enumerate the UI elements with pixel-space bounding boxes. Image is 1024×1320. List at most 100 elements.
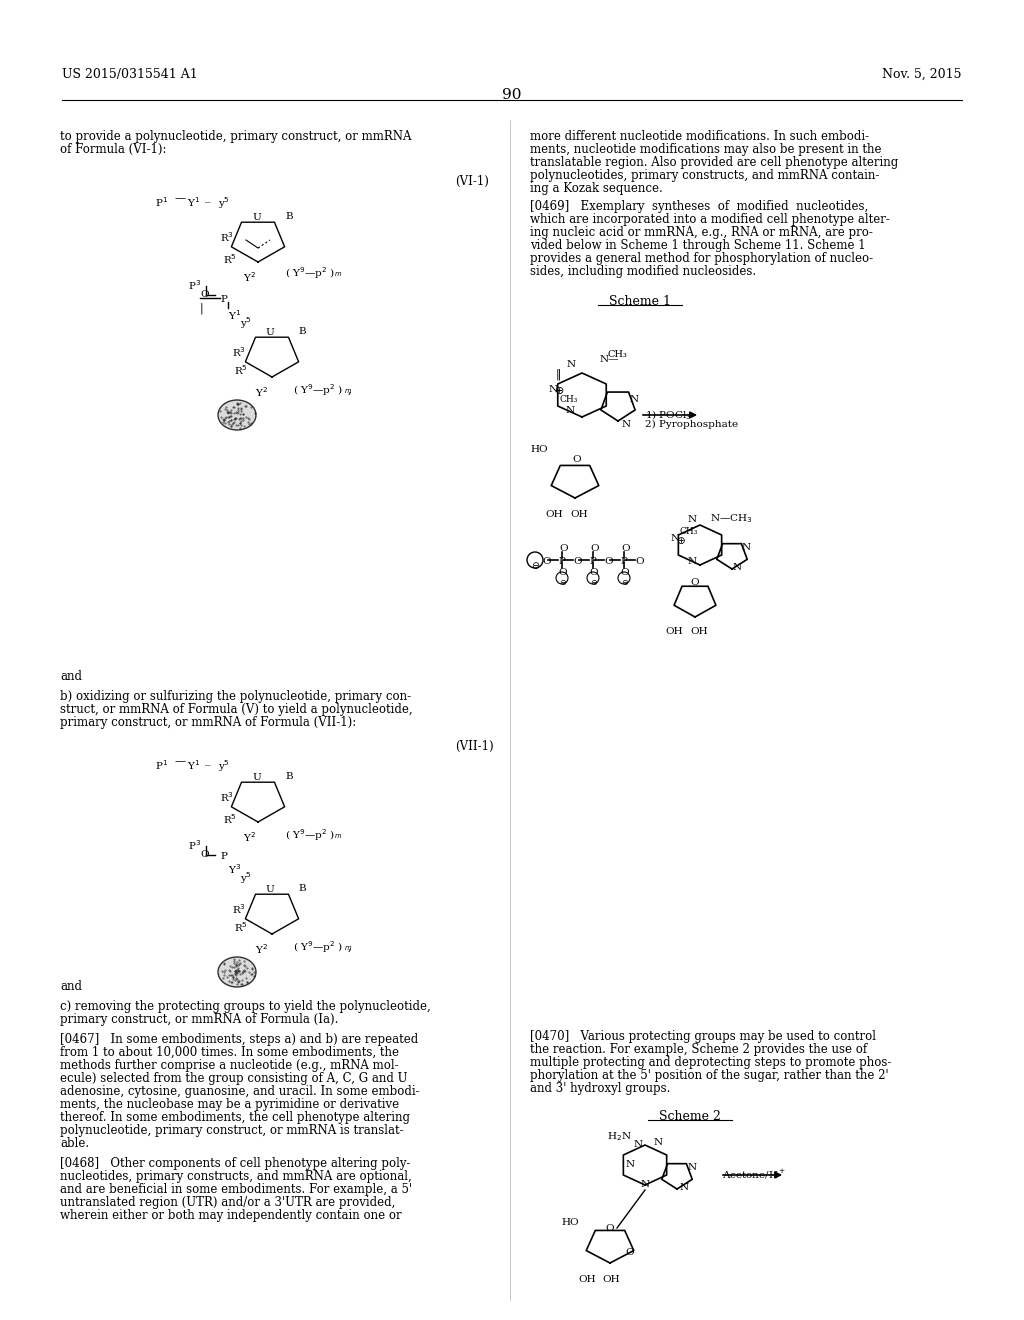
Text: y$^5$: y$^5$	[218, 758, 230, 774]
Text: OH: OH	[578, 1275, 596, 1284]
Text: nucleotides, primary constructs, and mmRNA are optional,: nucleotides, primary constructs, and mmR…	[60, 1170, 412, 1183]
Text: O: O	[620, 568, 629, 577]
Text: R$^3$: R$^3$	[220, 789, 233, 804]
Text: P$^1$: P$^1$	[155, 758, 168, 772]
Text: N: N	[622, 420, 631, 429]
Text: the reaction. For example, Scheme 2 provides the use of: the reaction. For example, Scheme 2 prov…	[530, 1043, 867, 1056]
Text: which are incorporated into a modified cell phenotype alter-: which are incorporated into a modified c…	[530, 213, 890, 226]
Text: thereof. In some embodiments, the cell phenotype altering: thereof. In some embodiments, the cell p…	[60, 1111, 410, 1125]
Text: $_m$: $_m$	[344, 944, 352, 953]
Text: Scheme 2: Scheme 2	[659, 1110, 721, 1123]
Text: U: U	[252, 213, 261, 222]
Text: [0467]   In some embodiments, steps a) and b) are repeated: [0467] In some embodiments, steps a) and…	[60, 1034, 418, 1045]
Text: OH: OH	[690, 627, 708, 636]
Text: primary construct, or mmRNA of Formula (Ia).: primary construct, or mmRNA of Formula (…	[60, 1012, 338, 1026]
Circle shape	[587, 572, 599, 583]
Text: ( Y$^9$—p$^2$ ): ( Y$^9$—p$^2$ )	[293, 381, 343, 397]
Text: y$^5$: y$^5$	[240, 870, 252, 886]
Text: US 2015/0315541 A1: US 2015/0315541 A1	[62, 69, 198, 81]
Text: CH₃: CH₃	[608, 350, 628, 359]
Text: U: U	[265, 327, 273, 337]
Text: N: N	[567, 360, 577, 370]
Text: ,: ,	[348, 383, 352, 396]
Text: translatable region. Also provided are cell phenotype altering: translatable region. Also provided are c…	[530, 156, 898, 169]
Text: adenosine, cytosine, guanosine, and uracil. In some embodi-: adenosine, cytosine, guanosine, and urac…	[60, 1085, 420, 1098]
Text: Scheme 1: Scheme 1	[609, 294, 671, 308]
Text: O: O	[690, 578, 698, 587]
Text: R$^3$: R$^3$	[220, 230, 233, 244]
Text: polynucleotide, primary construct, or mmRNA is translat-: polynucleotide, primary construct, or mm…	[60, 1125, 403, 1137]
Text: O: O	[200, 850, 209, 859]
Text: Y$^2$: Y$^2$	[255, 385, 268, 399]
Text: R$^5$: R$^5$	[234, 363, 248, 376]
Text: CH₃: CH₃	[680, 527, 698, 536]
Text: O: O	[621, 544, 630, 553]
Text: 90: 90	[502, 88, 522, 102]
Text: polynucleotides, primary constructs, and mmRNA contain-: polynucleotides, primary constructs, and…	[530, 169, 880, 182]
Text: from 1 to about 10,000 times. In some embodiments, the: from 1 to about 10,000 times. In some em…	[60, 1045, 399, 1059]
Text: $\ominus$: $\ominus$	[621, 578, 630, 587]
Text: $\ominus$: $\ominus$	[590, 578, 598, 587]
Text: P: P	[620, 557, 627, 566]
Text: provides a general method for phosphorylation of nucleo-: provides a general method for phosphoryl…	[530, 252, 873, 265]
Text: P$^3$: P$^3$	[188, 279, 201, 292]
Text: B: B	[285, 772, 293, 781]
Text: $\ominus$: $\ominus$	[531, 560, 541, 572]
Text: R$^3$: R$^3$	[232, 902, 246, 916]
Text: B: B	[298, 327, 305, 337]
Text: and: and	[60, 979, 82, 993]
Text: ( Y$^9$—p$^2$ ): ( Y$^9$—p$^2$ )	[293, 939, 343, 954]
Text: N: N	[688, 557, 697, 566]
Text: ing nucleic acid or mmRNA, e.g., RNA or mRNA, are pro-: ing nucleic acid or mmRNA, e.g., RNA or …	[530, 226, 872, 239]
Text: ing a Kozak sequence.: ing a Kozak sequence.	[530, 182, 663, 195]
Text: O: O	[604, 557, 612, 566]
Text: —: —	[175, 756, 186, 766]
Text: methods further comprise a nucleotide (e.g., mRNA mol-: methods further comprise a nucleotide (e…	[60, 1059, 398, 1072]
Text: and 3' hydroxyl groups.: and 3' hydroxyl groups.	[530, 1082, 671, 1096]
Text: R$^5$: R$^5$	[234, 920, 248, 933]
Text: sides, including modified nucleosides.: sides, including modified nucleosides.	[530, 265, 756, 279]
Text: O: O	[625, 1247, 634, 1257]
Text: O: O	[590, 544, 599, 553]
Text: [0468]   Other components of cell phenotype altering poly-: [0468] Other components of cell phenotyp…	[60, 1158, 411, 1170]
Text: N—: N—	[600, 355, 620, 364]
Text: Acetone/H$^+$: Acetone/H$^+$	[722, 1168, 786, 1181]
Text: OH: OH	[665, 627, 683, 636]
Circle shape	[556, 572, 568, 583]
Text: N: N	[680, 1183, 689, 1192]
Text: N: N	[626, 1160, 635, 1170]
Text: vided below in Scheme 1 through Scheme 11. Scheme 1: vided below in Scheme 1 through Scheme 1…	[530, 239, 865, 252]
Text: (VI-1): (VI-1)	[455, 176, 488, 187]
Text: Y$^2$: Y$^2$	[243, 830, 256, 843]
Text: N: N	[630, 395, 639, 404]
Text: N: N	[566, 407, 575, 414]
Text: $_m$: $_m$	[334, 832, 342, 841]
Text: P: P	[220, 851, 227, 861]
Text: N: N	[742, 543, 752, 552]
Text: P: P	[589, 557, 596, 566]
Text: _: _	[205, 193, 211, 203]
Circle shape	[618, 572, 630, 583]
Text: U: U	[252, 774, 261, 781]
Text: P: P	[558, 557, 565, 566]
Text: Nov. 5, 2015: Nov. 5, 2015	[883, 69, 962, 81]
Text: R$^5$: R$^5$	[223, 812, 237, 826]
Text: ments, nucleotide modifications may also be present in the: ments, nucleotide modifications may also…	[530, 143, 882, 156]
Text: O: O	[200, 290, 209, 300]
Text: N: N	[641, 1180, 650, 1189]
Text: B: B	[298, 884, 305, 894]
Text: Y$^3$: Y$^3$	[228, 862, 242, 875]
Text: $\oplus$: $\oplus$	[676, 535, 686, 546]
Text: OH: OH	[545, 510, 562, 519]
Text: O: O	[572, 455, 581, 465]
Text: O: O	[558, 568, 566, 577]
Text: _: _	[205, 756, 211, 766]
Text: N: N	[549, 385, 558, 393]
Text: HO: HO	[530, 445, 548, 454]
Text: [0470]   Various protecting groups may be used to control: [0470] Various protecting groups may be …	[530, 1030, 876, 1043]
Text: y$^5$: y$^5$	[218, 195, 230, 211]
Text: able.: able.	[60, 1137, 89, 1150]
Text: ecule) selected from the group consisting of A, C, G and U: ecule) selected from the group consistin…	[60, 1072, 408, 1085]
Text: (VII-1): (VII-1)	[455, 741, 494, 752]
Text: Y$^2$: Y$^2$	[243, 271, 256, 284]
